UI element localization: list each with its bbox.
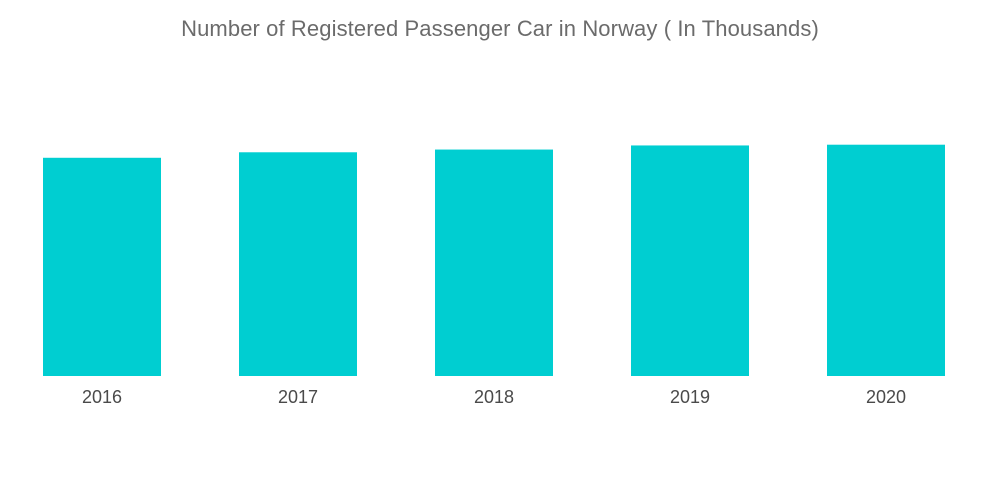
bar-2016 (43, 157, 161, 376)
bars-group (43, 144, 945, 376)
bar-2018 (435, 149, 553, 376)
chart-title: Number of Registered Passenger Car in No… (181, 16, 819, 41)
bar-2017 (239, 152, 357, 376)
x-tick-label-2017: 2017 (278, 387, 318, 407)
x-tick-label-2016: 2016 (82, 387, 122, 407)
bar-2020 (827, 144, 945, 376)
x-tick-label-2019: 2019 (670, 387, 710, 407)
x-tick-label-2020: 2020 (866, 387, 906, 407)
x-tick-label-2018: 2018 (474, 387, 514, 407)
x-tick-labels: 2016 2017 2018 2019 2020 (82, 387, 906, 407)
bar-2019 (631, 145, 749, 376)
